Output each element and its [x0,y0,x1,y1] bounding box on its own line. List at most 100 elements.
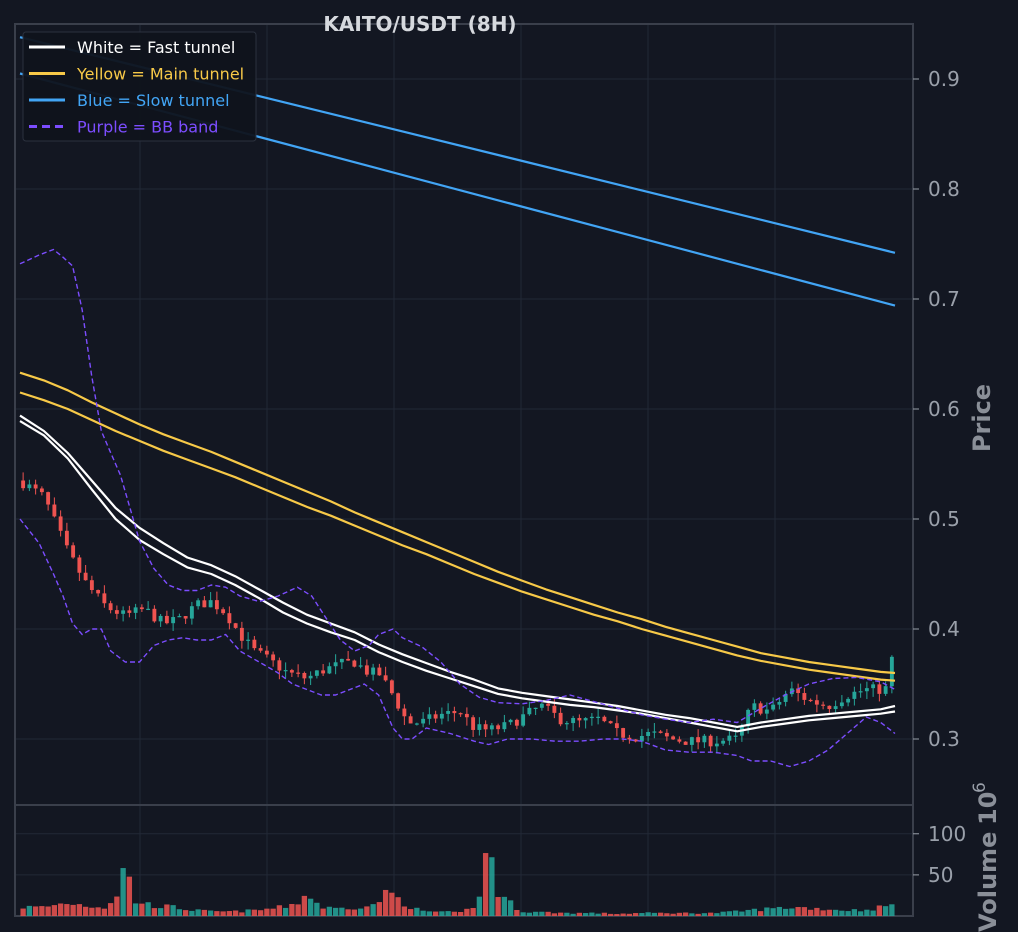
candle-body [46,492,51,505]
volume-bar [570,913,576,916]
indicator-line [19,420,896,733]
candle-body [458,713,463,715]
indicator-line [19,518,896,768]
candle-body [33,484,38,489]
candle-body [521,714,526,726]
volume-bar [676,912,683,916]
volume-bar [214,911,220,916]
candle-body [152,608,157,622]
volume-bar [551,913,558,916]
candle-body [608,721,613,724]
candle-body [864,688,869,692]
volume-multiplier-base: 10 [974,792,1002,825]
volume-bar [714,913,720,916]
volume-bar [307,898,314,916]
volume-bar [276,905,283,916]
candle-body [446,711,451,714]
price-tick-label: 0.4 [928,617,960,641]
candle-body [483,724,488,730]
volume-bar [426,911,433,916]
candle-body [271,654,276,661]
candle-body [689,737,694,745]
volume-panel-frame [14,804,914,917]
volume-bar [157,908,164,916]
candle-body [227,613,232,624]
candle-body [702,735,707,743]
candle-body [139,607,144,610]
candle-body [208,600,213,608]
candle-body [508,719,513,723]
volume-bar [120,868,126,916]
candle-body [127,610,132,613]
volume-bar [889,904,895,916]
volume-bar [382,889,389,916]
volume-bar [832,909,839,916]
candle-body [814,700,819,705]
volume-bar [326,906,333,916]
volume-bar [114,896,120,916]
volume-bar [782,908,789,916]
candle-body [439,713,444,719]
candle-body [802,693,807,700]
volume-bar [176,909,183,916]
volume-bar [639,913,645,916]
volume-bar [882,906,889,916]
volume-bar [545,911,551,916]
volume-bar [701,913,708,916]
candle-body [71,545,76,558]
volume-bar [301,895,308,916]
candle-body [196,600,201,607]
volume-bar [482,853,489,916]
candle-body [596,716,601,718]
candle-body [696,737,701,743]
candle-body [133,607,138,613]
volume-bar [601,912,608,916]
candle-body [452,711,457,714]
volume-bar [564,912,570,916]
candle-body [239,627,244,641]
volume-bar [51,905,58,916]
volume-bar [851,909,858,916]
candle-body [808,699,813,702]
volume-bar [70,904,76,916]
candle-body [258,648,263,651]
candle-body [621,728,626,738]
volume-bar [345,909,351,916]
candle-body [408,716,413,724]
volume-bar [470,908,476,916]
volume-bar [126,876,133,916]
candle-body [83,572,88,581]
candle-body [614,723,619,729]
volume-bar [351,909,358,916]
candle-body [96,590,101,594]
volume-bar [464,908,470,916]
volume-bar [526,912,533,916]
volume-bar [495,897,501,916]
candle-body [777,701,782,705]
volume-tick-label: 100 [928,822,966,846]
candle-body [321,670,326,674]
candle-body [364,665,369,675]
candle-body [821,704,826,706]
candle-body [639,735,644,742]
volume-bar [864,909,870,916]
volume-bar [476,896,483,916]
volume-bar [320,908,326,916]
volume-bar [745,909,751,916]
volume-bar [489,857,495,916]
volume-bar [595,913,601,916]
volume-bar [339,907,345,916]
candle-body [533,707,538,709]
candle-body [414,723,419,725]
volume-bar [32,906,39,916]
legend: White = Fast tunnel Yellow = Main tunnel B… [22,31,257,142]
volume-bar [195,909,201,916]
volume-bar [720,911,726,916]
volume-bar [795,907,801,916]
volume-bar [626,913,633,916]
candle-body [421,718,426,724]
candle-body [339,658,344,663]
candle-body [221,609,226,614]
volume-bar [251,909,258,916]
volume-bar [189,910,195,916]
